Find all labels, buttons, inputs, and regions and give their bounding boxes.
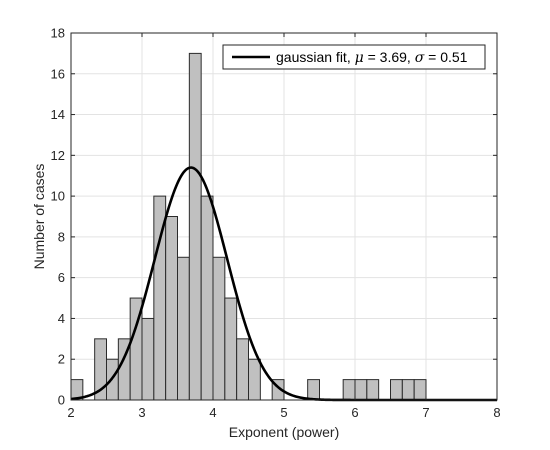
y-tick-label: 16 xyxy=(51,66,65,81)
histogram-bar xyxy=(141,317,155,401)
legend-mu-symbol: μ xyxy=(355,50,364,66)
y-tick-label: 10 xyxy=(51,189,65,204)
x-tick-label: 5 xyxy=(280,405,287,420)
x-tick-label: 2 xyxy=(67,405,74,420)
histogram-bar xyxy=(177,256,190,401)
tick-marks xyxy=(70,32,498,401)
histogram-bar xyxy=(188,52,202,401)
legend-mu-value: = 3.69, xyxy=(364,49,415,65)
x-axis-label: Exponent (power) xyxy=(229,424,340,440)
histogram-bar xyxy=(366,379,380,401)
x-tick-label: 3 xyxy=(138,405,145,420)
histogram-bar xyxy=(390,379,403,401)
legend-sigma-symbol: σ xyxy=(415,50,425,66)
histogram-bar xyxy=(165,216,179,401)
y-tick-label: 12 xyxy=(51,148,65,163)
histogram-bar xyxy=(236,338,250,401)
legend-prefix: gaussian fit, xyxy=(276,49,355,65)
x-tick-labels: 2 3 4 5 6 7 8 xyxy=(67,405,500,420)
y-tick-labels: 0 2 4 6 8 10 12 14 16 18 xyxy=(51,26,65,408)
x-tick-label: 6 xyxy=(351,405,358,420)
histogram-bar xyxy=(354,379,368,401)
legend: gaussian fit, μ = 3.69, σ = 0.51 xyxy=(222,44,486,70)
x-tick-label: 8 xyxy=(493,405,500,420)
y-tick-label: 6 xyxy=(58,270,65,285)
y-axis-label: Number of cases xyxy=(31,164,47,270)
histogram-bar xyxy=(224,297,238,401)
x-tick-label: 7 xyxy=(422,405,429,420)
y-tick-label: 0 xyxy=(58,393,65,408)
histogram-bar xyxy=(342,379,356,401)
histogram-bar xyxy=(212,256,226,401)
histogram-bar xyxy=(200,195,214,401)
y-tick-label: 18 xyxy=(51,26,65,41)
histogram-bar xyxy=(248,358,261,401)
histogram-bar xyxy=(307,379,321,401)
legend-sigma-value: = 0.51 xyxy=(424,49,467,65)
y-tick-label: 2 xyxy=(58,352,65,367)
y-tick-label: 14 xyxy=(51,107,65,122)
histogram-bar xyxy=(413,379,427,401)
x-tick-label: 4 xyxy=(209,405,216,420)
legend-label: gaussian fit, μ = 3.69, σ = 0.51 xyxy=(276,49,468,66)
y-tick-label: 4 xyxy=(58,311,65,326)
y-tick-label: 8 xyxy=(58,229,65,244)
histogram-bar xyxy=(401,379,415,401)
